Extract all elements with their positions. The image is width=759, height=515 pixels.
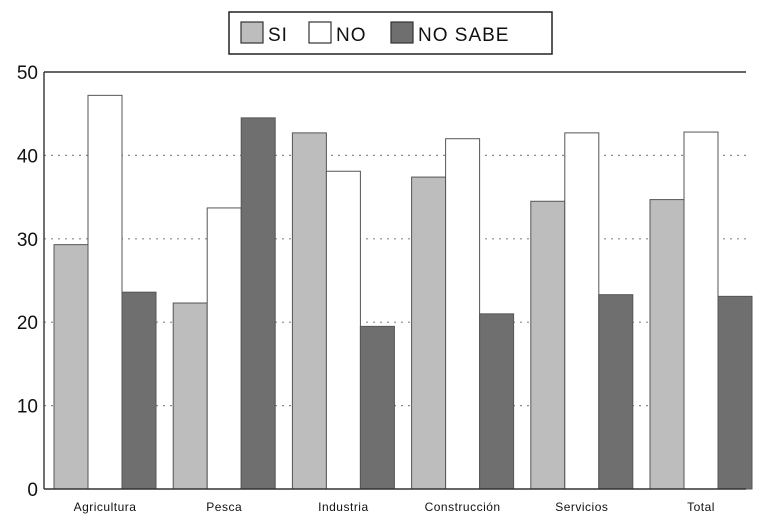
bar-si-0 xyxy=(53,244,89,490)
y-tick-label: 40 xyxy=(17,146,38,167)
legend-swatch-no-sabe xyxy=(390,21,414,44)
x-category-label: Pesca xyxy=(206,500,242,514)
y-tick-label: 50 xyxy=(17,63,38,84)
bar-si-2 xyxy=(291,132,327,490)
y-tick-label: 20 xyxy=(17,313,38,334)
bar-no-2 xyxy=(325,170,361,490)
bar-no-0 xyxy=(87,94,123,490)
bar-si-3 xyxy=(411,176,447,490)
bar-si-1 xyxy=(172,302,208,490)
y-tick-labels: 0 10 20 30 40 50 xyxy=(17,63,38,501)
bar-no-3 xyxy=(445,138,481,490)
gridlines xyxy=(44,154,746,407)
x-category-label: Servicios xyxy=(555,500,608,514)
y-tick-label: 10 xyxy=(17,397,38,418)
bar-si-5 xyxy=(649,199,685,490)
y-tick-label: 30 xyxy=(17,230,38,251)
x-category-label: Agricultura xyxy=(74,500,137,514)
bar-no-sabe-4 xyxy=(598,294,634,490)
bar-no-sabe-5 xyxy=(717,295,753,490)
legend-label-si: SI xyxy=(268,25,288,46)
bar-no-5 xyxy=(683,131,719,490)
y-tick-label: 0 xyxy=(27,480,38,501)
x-category-label: Construcción xyxy=(425,500,501,514)
bar-no-1 xyxy=(206,207,242,490)
legend: SI NO NO SABE xyxy=(228,11,553,55)
x-category-labels: Agricultura Pesca Industria Construcción Ser… xyxy=(74,500,715,514)
legend-swatch-si xyxy=(240,21,264,44)
legend-swatch-no xyxy=(308,21,332,44)
bar-no-sabe-1 xyxy=(240,117,276,490)
x-category-label: Industria xyxy=(318,500,369,514)
x-category-label: Total xyxy=(687,500,715,514)
axes xyxy=(43,71,746,490)
bar-no-sabe-2 xyxy=(359,325,395,490)
bar-no-sabe-0 xyxy=(121,291,157,490)
bar-no-4 xyxy=(564,132,600,490)
legend-label-no: NO xyxy=(336,25,367,46)
bars xyxy=(53,94,753,490)
bar-si-4 xyxy=(530,200,566,490)
legend-label-no-sabe: NO SABE xyxy=(418,25,509,46)
bar-no-sabe-3 xyxy=(479,313,515,490)
